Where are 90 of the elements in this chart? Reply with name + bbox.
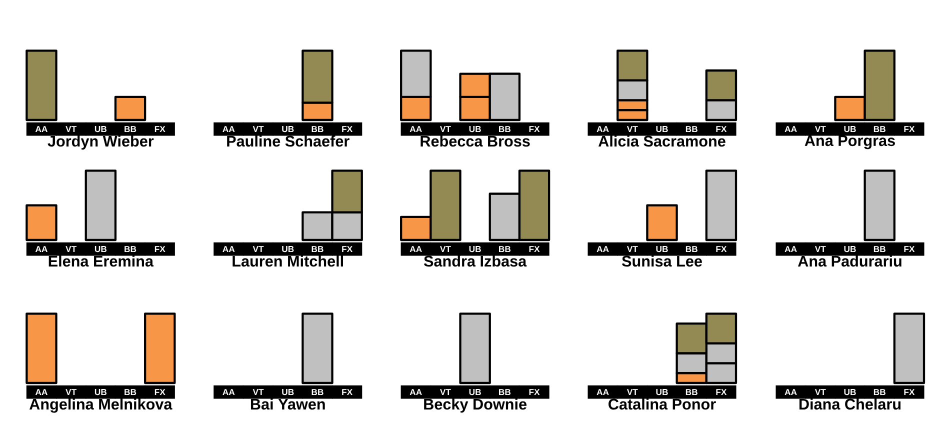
text: Catalina Ponor: [608, 398, 716, 410]
x-tick-label: UB: [844, 126, 856, 132]
x-tick-label: UB: [656, 389, 668, 396]
x-tick-label: FX: [154, 246, 166, 252]
x-tick-label: VT: [66, 246, 77, 252]
text: Pauline Schaefer: [227, 135, 350, 147]
x-tick-label: BB: [499, 389, 511, 396]
x-tick-label: BB: [124, 389, 136, 396]
x-tick-label: UB: [282, 126, 294, 132]
text: Elena Eremina: [48, 255, 154, 267]
x-tick-label: VT: [440, 126, 451, 132]
x-tick-label: BB: [874, 246, 886, 252]
text: Sunisa Lee: [622, 255, 702, 267]
x-tick-label: FX: [342, 389, 353, 396]
x-tick-label: FX: [904, 126, 915, 132]
x-tick-label: UB: [94, 246, 107, 252]
x-tick-label: FX: [716, 126, 727, 132]
x-tick-label: FX: [529, 389, 540, 396]
text: Bai Yawen: [250, 398, 325, 410]
x-tick-label: AA: [596, 126, 609, 132]
x-tick-label: BB: [312, 126, 324, 132]
x-tick-label: UB: [469, 389, 481, 396]
x-tick-label: AA: [784, 126, 797, 132]
x-tick-label: AA: [35, 389, 48, 396]
x-tick-label: VT: [814, 246, 826, 252]
x-tick-label: UB: [94, 389, 107, 396]
x-tick-label: BB: [312, 389, 324, 396]
text: Jordyn Wieber: [48, 135, 154, 150]
x-tick-label: VT: [66, 389, 76, 396]
x-tick-label: UB: [844, 389, 856, 396]
x-tick-label: VT: [252, 126, 264, 132]
x-tick-label: AA: [410, 246, 422, 252]
x-tick-label: BB: [686, 126, 698, 132]
x-tick-label: VT: [252, 246, 264, 252]
x-tick-label: UB: [656, 126, 668, 132]
x-tick-label: VT: [626, 389, 638, 396]
x-tick-label: UB: [656, 246, 668, 252]
x-tick-label: VT: [814, 126, 826, 132]
x-tick-label: BB: [686, 246, 698, 252]
x-tick-label: VT: [252, 389, 264, 396]
x-tick-label: AA: [222, 126, 235, 132]
x-tick-label: AA: [410, 389, 422, 396]
x-tick-label: BB: [124, 246, 136, 252]
x-tick-label: FX: [342, 246, 353, 252]
x-tick-label: AA: [410, 126, 422, 132]
x-tick-label: AA: [222, 246, 235, 252]
x-tick-label: VT: [626, 246, 638, 252]
x-tick-label: VT: [440, 246, 451, 252]
x-tick-label: AA: [35, 246, 48, 252]
x-tick-label: AA: [222, 389, 235, 396]
x-tick-label: AA: [784, 246, 797, 252]
x-tick-label: AA: [784, 389, 797, 396]
x-tick-label: BB: [874, 126, 886, 132]
text: Becky Downie: [424, 398, 527, 413]
x-tick-label: VT: [626, 126, 638, 132]
text: Ana Padurariu: [798, 255, 902, 267]
x-tick-label: FX: [529, 246, 540, 252]
x-tick-label: FX: [716, 389, 727, 396]
x-tick-label: FX: [154, 389, 166, 396]
text: Lauren Mitchell: [232, 255, 344, 267]
x-tick-label: UB: [469, 246, 481, 252]
x-tick-label: AA: [596, 246, 609, 252]
x-tick-label: FX: [529, 126, 540, 132]
x-tick-label: VT: [814, 389, 826, 396]
x-tick-label: UB: [469, 126, 481, 132]
x-tick-label: BB: [312, 246, 324, 252]
x-tick-label: FX: [716, 246, 727, 252]
text: Diana Chelaru: [799, 398, 901, 410]
x-tick-label: AA: [596, 389, 609, 396]
x-tick-label: UB: [844, 246, 856, 252]
x-tick-label: FX: [904, 246, 915, 252]
x-tick-label: UB: [282, 389, 294, 396]
x-tick-label: FX: [904, 389, 915, 396]
text: Angelina Melnikova: [29, 398, 172, 413]
x-tick-label: FX: [342, 126, 353, 132]
text: Alicia Sacramone: [598, 135, 726, 147]
x-tick-label: BB: [499, 246, 511, 252]
x-tick-label: BB: [874, 389, 886, 396]
x-tick-label: UB: [282, 246, 294, 252]
text: Sandra Izbasa: [424, 255, 527, 267]
x-tick-label: BB: [124, 126, 136, 132]
x-tick-label: UB: [94, 126, 107, 132]
x-tick-label: FX: [154, 126, 166, 132]
text: Rebecca Bross: [420, 135, 530, 147]
text: Ana Porgras: [804, 135, 895, 150]
x-tick-label: AA: [35, 126, 48, 132]
x-tick-label: BB: [686, 389, 698, 396]
x-tick-label: VT: [440, 389, 451, 396]
x-tick-label: BB: [499, 126, 511, 132]
x-tick-label: VT: [66, 126, 77, 132]
